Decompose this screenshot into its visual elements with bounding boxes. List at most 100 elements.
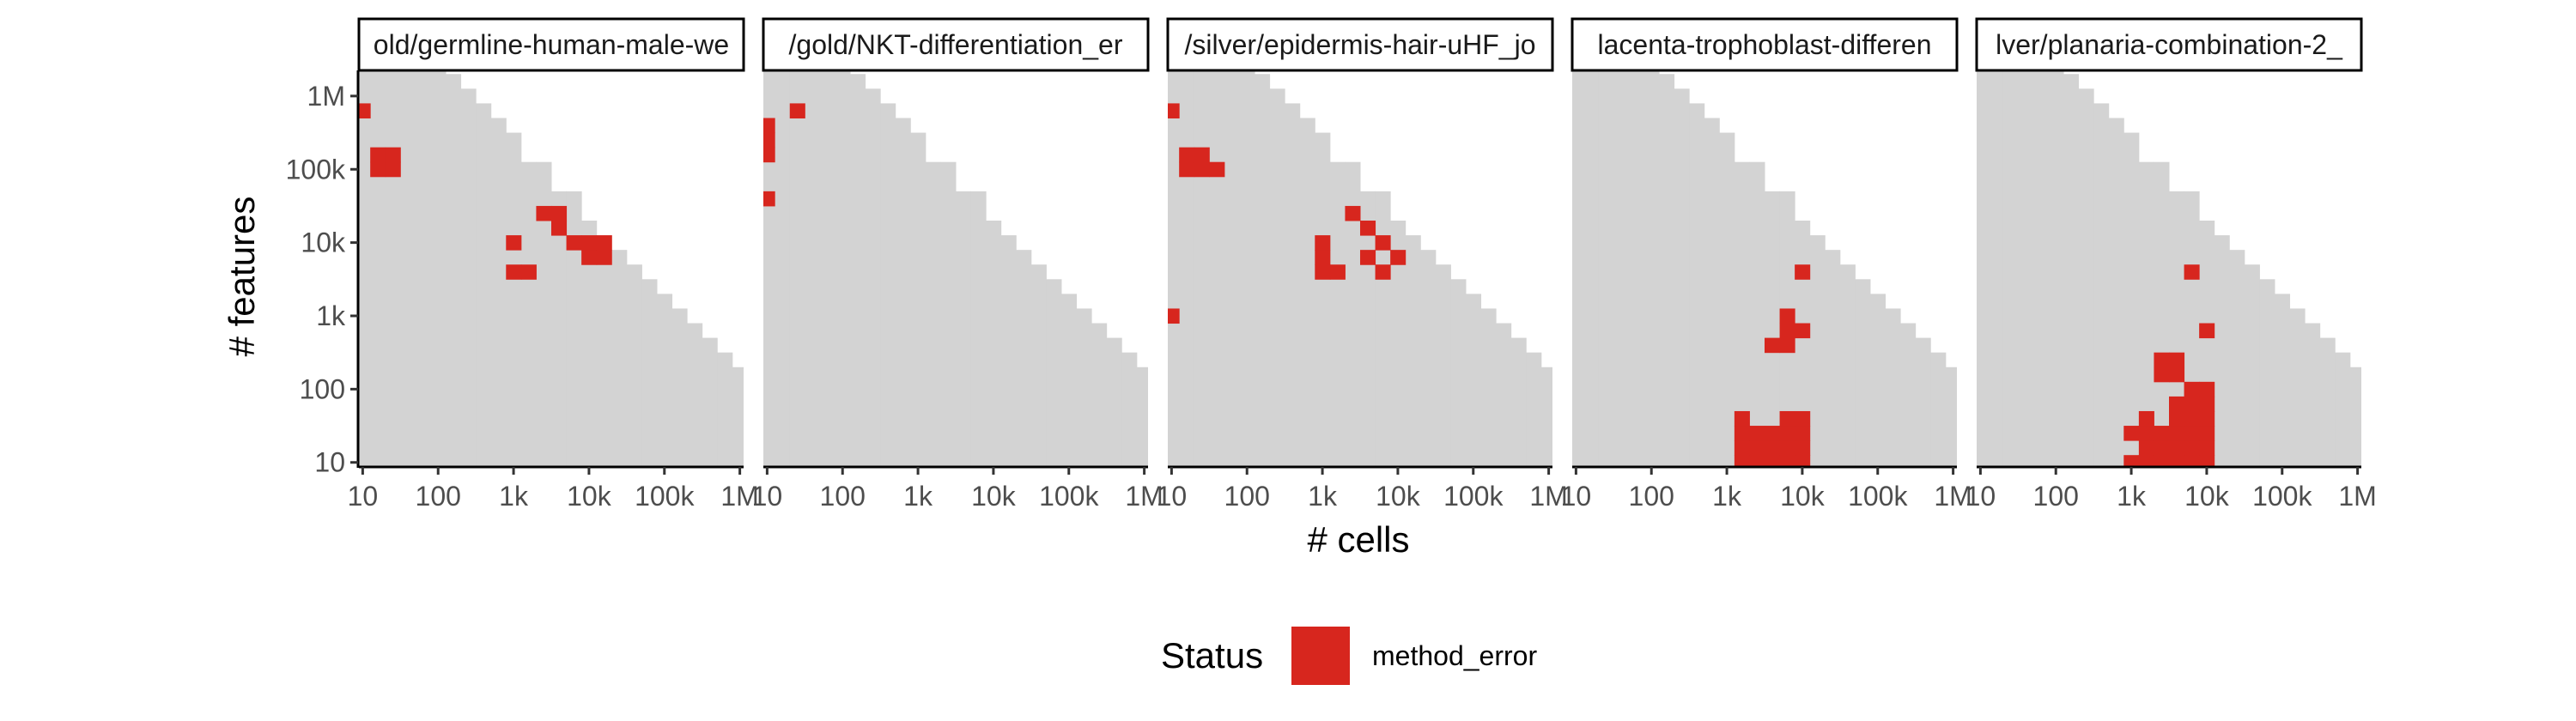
feasible-column [880, 103, 896, 466]
method-error-cell [1360, 221, 1376, 236]
strip-label: /gold/NKT-differentiation_er [789, 29, 1123, 60]
feasible-column [2108, 118, 2124, 466]
feasible-column [702, 337, 718, 466]
feasible-column [1885, 308, 1901, 466]
strip-box [1975, 17, 2363, 72]
method-error-cell [1749, 455, 1765, 466]
feasible-column [551, 191, 568, 466]
feasible-column [1420, 250, 1437, 466]
feasible-column [2018, 70, 2034, 466]
feasible-column [1480, 308, 1497, 466]
method-error-cell [370, 161, 386, 178]
x-tick-label: 1M [1934, 481, 1971, 512]
method-error-cell [551, 221, 568, 236]
method-error-cells [2123, 264, 2215, 466]
x-tick-label: 10 [1965, 481, 1996, 512]
method-error-cell [763, 147, 775, 163]
feasible-column [1900, 323, 1917, 466]
feasible-column [506, 132, 522, 466]
feasible-column [1375, 191, 1391, 466]
method-error-cell [1375, 235, 1391, 251]
method-error-cell [1795, 440, 1811, 456]
feasible-column [1869, 294, 1886, 466]
feasible-column [415, 70, 431, 466]
feasible-column [1060, 294, 1078, 466]
legend: Status method_error [1161, 627, 1537, 685]
x-axis: 10 100 1k 10k 100k 1M [1965, 465, 2377, 512]
method-error-cell [1779, 455, 1795, 466]
method-error-cell [566, 235, 582, 251]
x-tick-label: 10 [1561, 481, 1592, 512]
method-error-cell [2199, 381, 2215, 397]
method-error-cell [2199, 410, 2215, 427]
method-error-cell [1779, 440, 1795, 456]
feasible-column [596, 235, 612, 466]
feasible-column [805, 70, 821, 466]
y-tick-label: 10k [301, 227, 346, 258]
feasible-column [581, 221, 598, 466]
feasible-column [1719, 132, 1735, 466]
method-error-cell [2154, 352, 2170, 368]
feasible-column [1194, 70, 1210, 466]
feasible-region [359, 70, 744, 466]
feasible-column [359, 70, 371, 466]
method-error-cell [1779, 308, 1795, 324]
x-tick-label: 1k [903, 481, 933, 512]
feasible-column [1016, 250, 1032, 466]
feasible-column [2335, 352, 2351, 466]
y-tick-label: 100k [286, 154, 346, 185]
method-error-cell [385, 161, 401, 178]
method-error-cell [1765, 426, 1781, 441]
feasible-column [1224, 70, 1240, 466]
y-tick-label: 100 [300, 373, 345, 404]
feasible-column [1855, 279, 1871, 466]
feasible-column [476, 103, 492, 466]
method-error-cell [2184, 264, 2200, 280]
feasible-column [1510, 337, 1527, 466]
method-error-cell [370, 147, 386, 163]
feasible-column [1091, 323, 1108, 466]
method-error-cell [2199, 440, 2215, 456]
x-tick-label: 100 [416, 481, 461, 512]
x-tick-label: 1k [1308, 481, 1338, 512]
method-error-cell [581, 250, 598, 265]
feasible-column [1613, 70, 1630, 466]
feasible-column [1121, 352, 1138, 466]
x-tick-label: 1M [1125, 481, 1163, 512]
x-tick-label: 1k [2117, 481, 2147, 512]
method-error-cell [2169, 455, 2185, 466]
method-error-cell [2184, 455, 2200, 466]
feasible-column [1179, 70, 1195, 466]
y-axis: 10 100 1k 10k 100k 1M [286, 70, 360, 478]
strip-label: old/germline-human-male-we [374, 29, 729, 60]
feasible-column [1076, 308, 1092, 466]
x-tick-label: 100k [2252, 481, 2312, 512]
feasible-column [520, 161, 537, 466]
method-error-cell [1329, 264, 1346, 280]
method-error-cell [1168, 103, 1180, 118]
feasible-column [2259, 279, 2275, 466]
method-error-cell [596, 235, 612, 251]
facet-strip: lacenta-trophoblast-differen [1571, 17, 1959, 72]
method-error-cell [763, 191, 775, 207]
feasible-column [1405, 235, 1421, 466]
method-error-cell [2169, 426, 2185, 441]
method-error-cell [1765, 455, 1781, 466]
method-error-cell [1734, 455, 1750, 466]
y-tick-label: 1M [307, 81, 345, 112]
feasible-column [925, 161, 941, 466]
method-error-cell [1179, 161, 1195, 178]
feasible-column [1839, 264, 1856, 466]
feasible-column [850, 74, 866, 466]
feasible-column [370, 70, 386, 466]
feasible-column [2274, 294, 2291, 466]
method-error-cell [1795, 323, 1811, 339]
method-error-cell [1749, 426, 1765, 441]
x-tick-label: 10k [2184, 481, 2230, 512]
feasible-column [2244, 264, 2260, 466]
x-tick-label: 10 [1157, 481, 1188, 512]
method-error-cell [596, 250, 612, 265]
x-tick-label: 100 [1224, 481, 1270, 512]
method-error-cell [763, 118, 775, 134]
feasible-column [1390, 221, 1406, 466]
